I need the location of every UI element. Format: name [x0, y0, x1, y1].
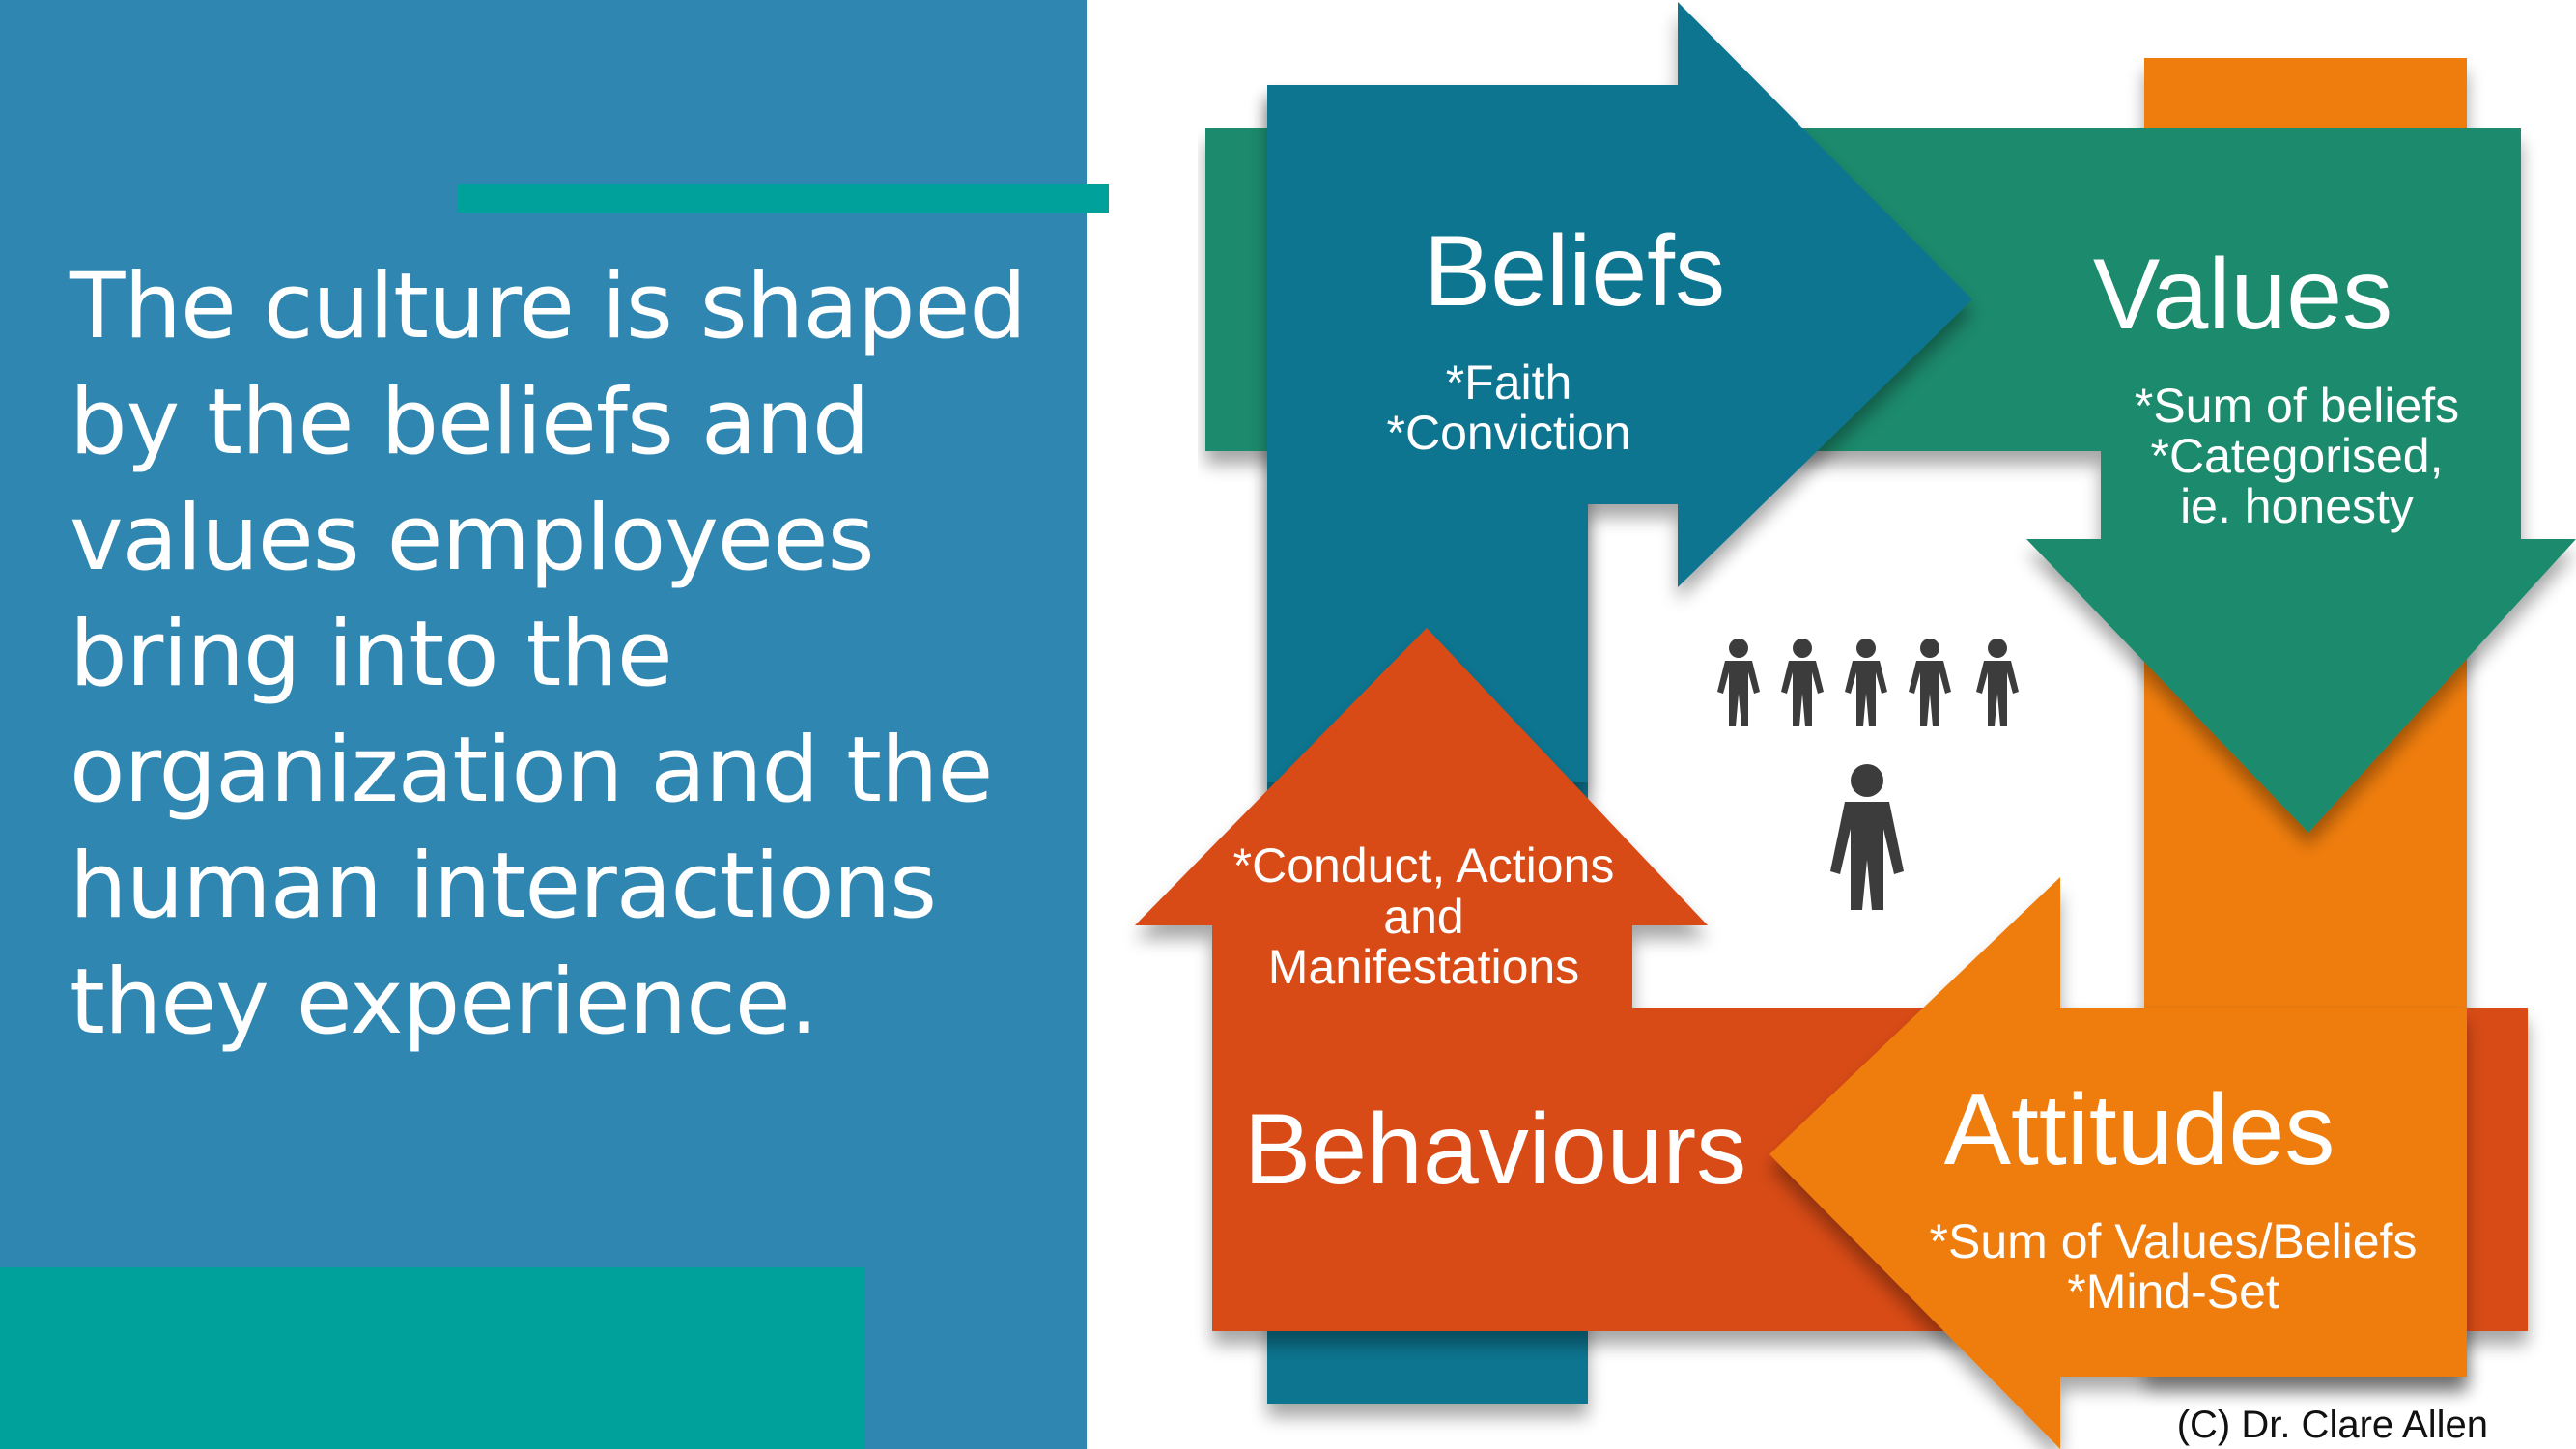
headline-line: they experience.	[70, 950, 819, 1055]
headline-line: The culture is shaped	[70, 254, 1027, 359]
accent-bar-top	[458, 184, 1109, 213]
attitudes-arrow	[1769, 877, 2467, 1449]
headline: The culture is shaped by the beliefs and…	[70, 249, 1064, 1061]
behaviours-item: and	[1383, 890, 1463, 944]
accent-block-bottom	[0, 1267, 865, 1449]
headline-line: by the beliefs and	[70, 370, 870, 475]
values-item: *Categorised,	[2151, 429, 2444, 483]
attitudes-item: *Sum of Values/Beliefs	[1930, 1214, 2418, 1268]
behaviours-item: Manifestations	[1268, 940, 1579, 994]
values-title: Values	[2093, 239, 2392, 351]
beliefs-arrow	[1267, 2, 1972, 782]
copyright-credit: (C) Dr. Clare Allen	[2177, 1404, 2488, 1446]
beliefs-title: Beliefs	[1424, 215, 1725, 327]
group-of-people-icon	[1717, 639, 2019, 910]
headline-line: bring into the	[70, 602, 673, 707]
values-item: *Sum of beliefs	[2135, 379, 2459, 433]
headline-line: values employees	[70, 486, 875, 591]
values-item: ie. honesty	[2180, 479, 2414, 533]
behaviours-title: Behaviours	[1244, 1094, 1746, 1206]
behaviours-item: *Conduct, Actions	[1233, 838, 1615, 893]
attitudes-item: *Mind-Set	[2067, 1264, 2279, 1319]
beliefs-item: *Conviction	[1387, 406, 1631, 460]
headline-line: human interactions	[70, 834, 937, 939]
attitudes-title: Attitudes	[1944, 1074, 2335, 1186]
left-panel	[0, 0, 1087, 1449]
beliefs-item: *Faith	[1446, 355, 1572, 410]
headline-line: organization and the	[70, 718, 993, 823]
